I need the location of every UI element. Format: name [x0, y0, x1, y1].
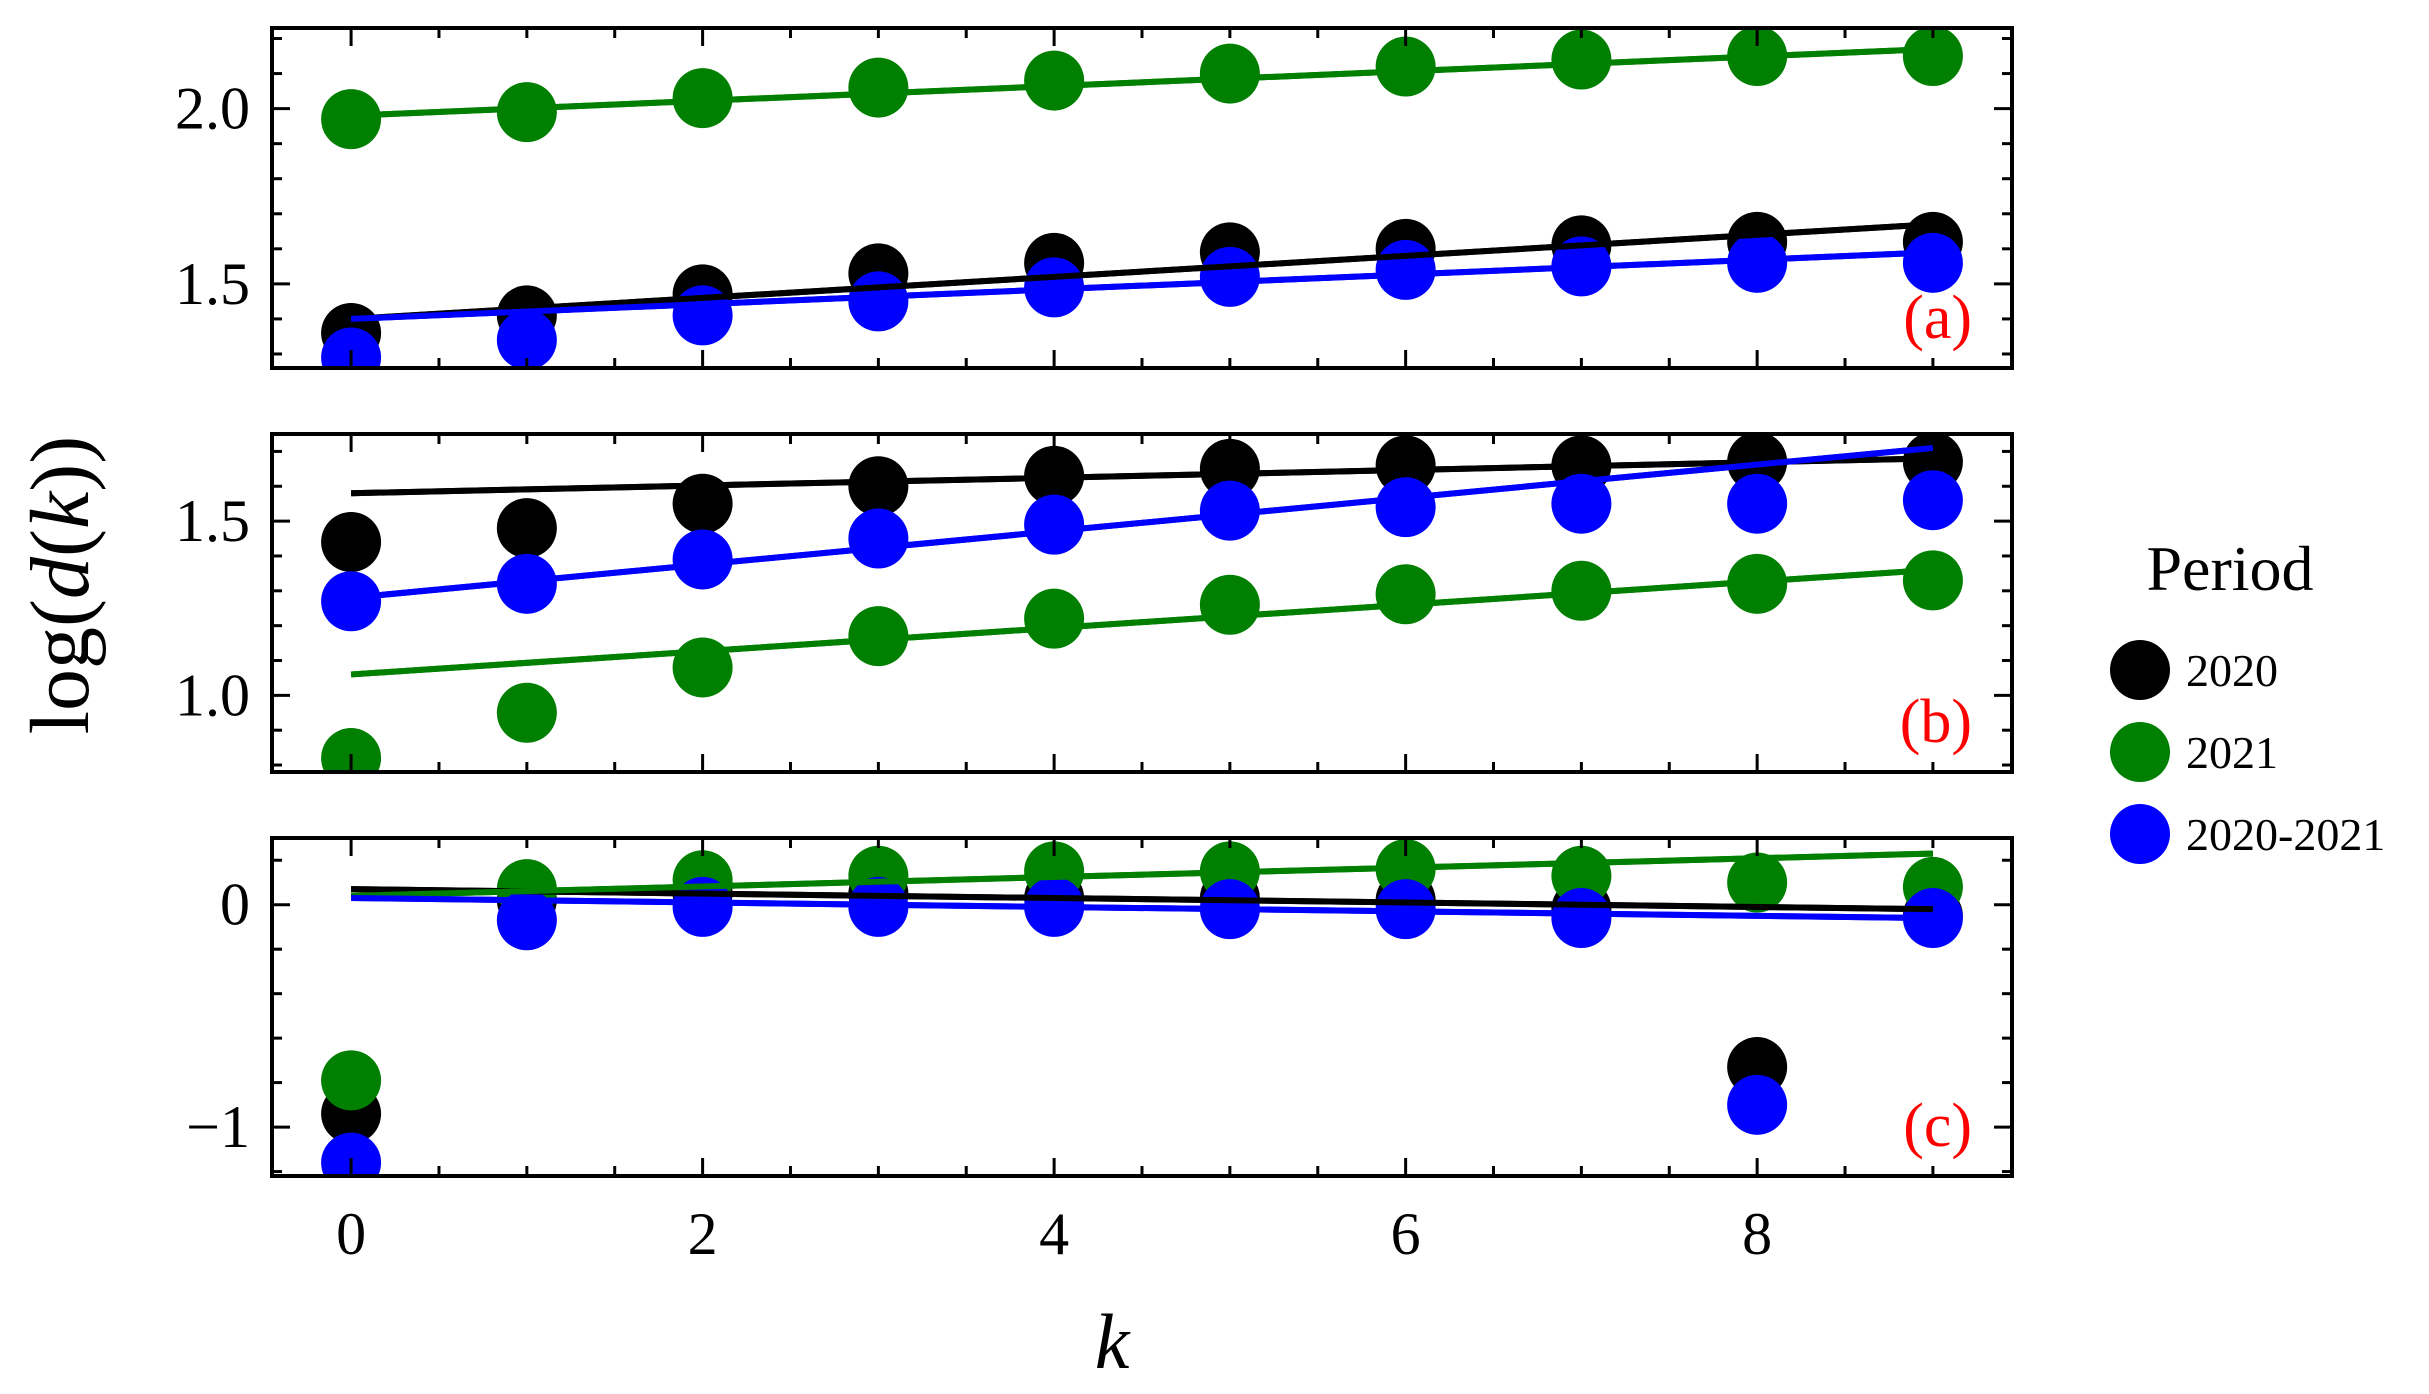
- panel-data: [321, 434, 1963, 772]
- data-point-2020-2021: [848, 508, 909, 569]
- fit-line-overlay-2020: [350, 221, 1934, 322]
- y-axis-title-text: log(d(k)): [14, 436, 107, 735]
- data-point-2020-2021: [1902, 470, 1963, 531]
- legend-items: 2020 2021 2020-2021: [2110, 640, 2385, 864]
- data-point-2021: [1727, 852, 1788, 913]
- data-point-2020-2021: [321, 1132, 382, 1176]
- fit-line-overlay-2021: [351, 850, 1933, 899]
- data-point-2021: [1902, 28, 1963, 87]
- data-point-2021: [1024, 588, 1085, 649]
- data-point-2021: [1375, 36, 1436, 97]
- data-point-2020-2021: [1551, 888, 1612, 949]
- data-point-2021: [1199, 43, 1260, 104]
- data-point-2021: [848, 606, 909, 667]
- panel-data: [321, 839, 1963, 1176]
- data-point-2021: [321, 728, 382, 772]
- data-point-2020-2021: [1375, 477, 1436, 538]
- data-point-2020: [1199, 438, 1260, 499]
- data-point-2021: [321, 89, 382, 150]
- y-tick-label: 1.0: [175, 662, 250, 728]
- legend: Period 2020 2021 2020-2021: [2110, 533, 2385, 864]
- data-point-2020: [496, 498, 557, 559]
- y-tick-label: 1.5: [175, 251, 250, 317]
- x-tick-label: 8: [1742, 1201, 1772, 1267]
- chart-panels: 1.5 2.0 (a) 1.0 1.5 (b) −1 0 (c) 0 2 4 6 8: [175, 26, 2014, 1267]
- legend-label-2020-2021: 2020-2021: [2186, 809, 2385, 860]
- legend-label-2021: 2021: [2186, 727, 2278, 778]
- panel-2: 1.0 1.5 (b): [175, 432, 2014, 774]
- legend-marker-2020-2021: [2110, 804, 2170, 864]
- fit-line-overlay-2020: [351, 886, 1933, 913]
- data-point-2021: [1199, 574, 1260, 635]
- fit-line-overlay-2020: [351, 455, 1933, 497]
- data-point-2021: [672, 637, 733, 698]
- data-point-2021: [496, 682, 557, 743]
- panel-1: 1.5 2.0 (a): [175, 26, 2014, 370]
- y-tick-label: −1: [186, 1094, 250, 1160]
- data-point-2021: [848, 57, 909, 118]
- data-point-2020-2021: [496, 890, 557, 951]
- data-point-2021: [1902, 550, 1963, 611]
- data-point-2020-2021: [1551, 473, 1612, 534]
- data-point-2020-2021: [496, 309, 557, 368]
- x-axis-title: k: [1095, 1298, 1131, 1385]
- data-point-2020-2021: [1375, 239, 1436, 300]
- y-tick-label: 1.5: [175, 488, 250, 554]
- data-point-2020-2021: [1727, 232, 1788, 293]
- panel-3: −1 0 (c): [186, 836, 2014, 1178]
- data-point-2020-2021: [1199, 246, 1260, 307]
- x-tick-label: 0: [336, 1201, 366, 1267]
- data-point-2021: [321, 1050, 382, 1111]
- legend-title: Period: [2146, 533, 2313, 604]
- data-point-2020-2021: [321, 327, 382, 368]
- data-point-2020: [1375, 435, 1436, 496]
- fit-line-overlay-2020-2021: [351, 895, 1933, 922]
- data-point-2021: [1024, 50, 1085, 111]
- legend-label-2020: 2020: [2186, 645, 2278, 696]
- data-point-2020-2021: [1024, 494, 1085, 555]
- data-point-2020-2021: [848, 271, 909, 332]
- fit-line-overlay-2021: [350, 566, 1934, 678]
- x-tick-label: 6: [1391, 1201, 1421, 1267]
- x-tick-label: 4: [1039, 1201, 1069, 1267]
- data-point-2021: [496, 82, 557, 143]
- data-point-2021: [1551, 29, 1612, 90]
- data-point-2020-2021: [1902, 232, 1963, 293]
- x-tick-label: 2: [688, 1201, 718, 1267]
- data-point-2020-2021: [1727, 1074, 1788, 1135]
- data-point-2020-2021: [1199, 480, 1260, 541]
- panel-data: [321, 28, 1963, 368]
- data-point-2020: [848, 456, 909, 517]
- data-point-2020-2021: [321, 571, 382, 632]
- legend-marker-2021: [2110, 722, 2170, 782]
- panel-label: (b): [1900, 688, 1972, 756]
- data-point-2020-2021: [672, 529, 733, 590]
- data-point-2021: [1375, 564, 1436, 625]
- data-point-2020-2021: [1727, 473, 1788, 534]
- fit-line-overlay-2020-2021: [350, 249, 1934, 322]
- panel-label: (c): [1903, 1092, 1972, 1160]
- fit-line-overlay-2020-2021: [350, 444, 1934, 601]
- y-tick-label: 0: [220, 872, 250, 938]
- fit-line-overlay-2021: [350, 46, 1934, 119]
- panel-label: (a): [1903, 284, 1972, 352]
- legend-marker-2020: [2110, 640, 2170, 700]
- data-point-2020: [321, 512, 382, 573]
- y-axis-title: log(d(k)): [14, 436, 107, 735]
- y-tick-label: 2.0: [175, 76, 250, 142]
